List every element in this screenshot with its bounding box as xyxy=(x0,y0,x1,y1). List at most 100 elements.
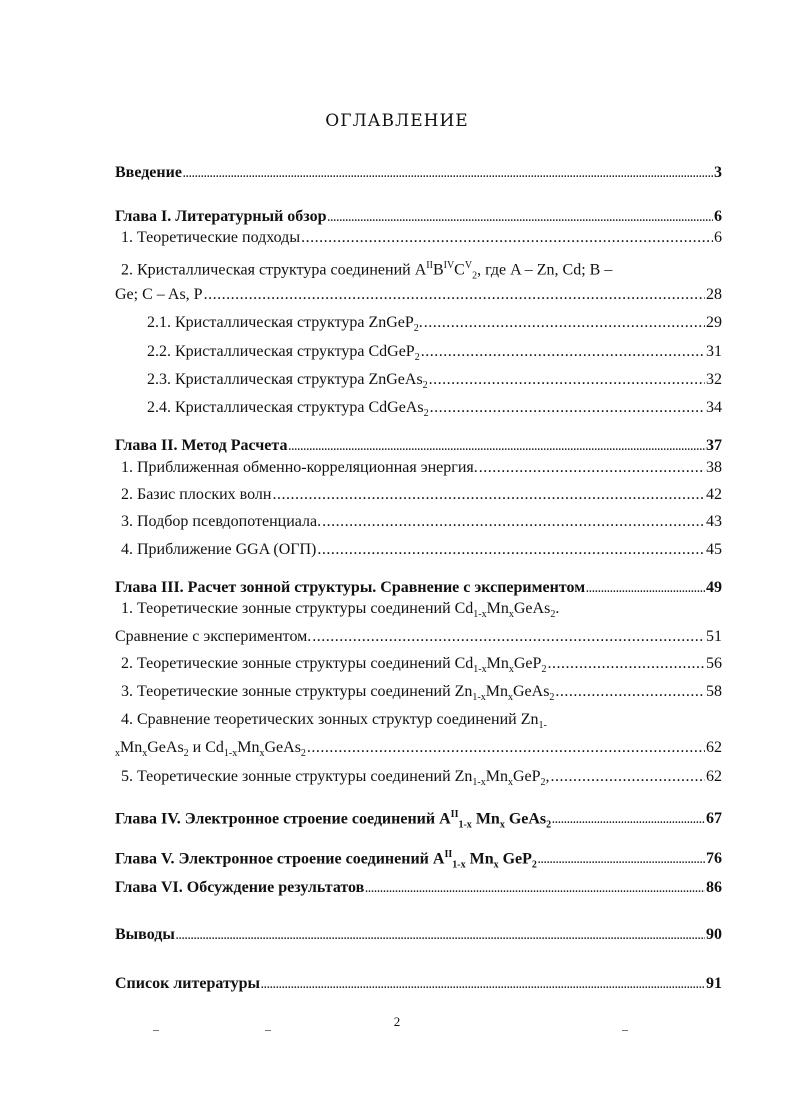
toc-entry[interactable]: 3. Теоретические зонные структуры соедин… xyxy=(121,682,722,708)
text-segment: 2. Кристаллическая структура соединений … xyxy=(121,261,427,279)
dot-leader xyxy=(312,627,705,647)
dot-leader xyxy=(307,738,705,758)
toc-entry[interactable]: 4. Сравнение теоретических зонных структ… xyxy=(121,710,722,736)
text-segment: GeAs xyxy=(264,739,301,756)
text-segment: GeAs xyxy=(504,810,547,828)
text-segment: Mn xyxy=(237,739,260,756)
toc-entry[interactable]: Выводы 90 xyxy=(115,925,722,947)
dot-leader xyxy=(430,398,705,418)
toc-entry-title: Глава VI. Обсуждение результатов xyxy=(115,878,364,898)
toc-entry[interactable]: Глава VI. Обсуждение результатов 86 xyxy=(115,878,722,900)
toc-entry[interactable]: 3. Подбор псевдопотенциала. 43 xyxy=(121,512,722,532)
text-segment: 1-x xyxy=(472,692,486,704)
text-segment: Mn xyxy=(485,768,508,785)
text-segment: x xyxy=(499,819,505,831)
toc-entry[interactable]: 1. Теоретические подходы 6 xyxy=(121,228,722,248)
dot-leader xyxy=(272,485,705,505)
toc-entry-title: 1. Теоретические подходы xyxy=(121,228,300,248)
toc-entry-title: Глава IV. Электронное строение соединени… xyxy=(115,805,551,836)
toc-entry[interactable]: Сравнение с экспериментом. 51 xyxy=(115,627,722,647)
text-segment: 1-x xyxy=(223,748,238,760)
toc-entry[interactable]: 2.4. Кристаллическая структура CdGeAs2 3… xyxy=(147,398,722,424)
text-segment: 2. Базис плоских волн xyxy=(121,486,272,503)
dot-leader xyxy=(429,370,705,390)
toc-page-number: 86 xyxy=(706,879,722,896)
text-segment: 2 xyxy=(183,748,189,760)
toc-entry[interactable]: Ge; C – As, P 28 xyxy=(115,285,722,305)
toc-page-number: 51 xyxy=(706,628,722,645)
toc-entry[interactable]: 5. Теоретические зонные структуры соедин… xyxy=(121,767,722,793)
text-segment: x xyxy=(508,609,514,621)
page-number: 2 xyxy=(393,1014,401,1029)
toc-entry[interactable]: Глава III. Расчет зонной структуры. Срав… xyxy=(115,578,722,600)
dot-leader xyxy=(365,878,705,900)
text-segment: x xyxy=(507,777,513,789)
dot-leader xyxy=(288,436,705,458)
toc-entry[interactable]: Введение 3 xyxy=(115,163,722,185)
text-segment: GeAs xyxy=(147,739,184,756)
toc-entry[interactable]: 2.3. Кристаллическая структура ZnGeAs2 32 xyxy=(147,370,722,396)
text-segment: Mn xyxy=(486,655,509,672)
text-segment: x xyxy=(115,748,120,760)
dot-leader xyxy=(547,654,705,674)
toc-page-number: 31 xyxy=(706,343,722,360)
toc-page-number: 6 xyxy=(714,229,722,246)
toc-entry-title: Глава I. Литературный обзор xyxy=(115,207,327,227)
toc-entry[interactable]: Глава IV. Электронное строение соединени… xyxy=(115,805,722,836)
toc-entry[interactable]: xMnxGeAs2 и Cd1-xMnxGeAs2 62 xyxy=(115,738,722,764)
text-segment: IV xyxy=(443,260,455,271)
text-segment: 1-x xyxy=(472,777,486,789)
text-segment: Mn xyxy=(465,850,494,868)
toc-entry[interactable]: 2.1. Кристаллическая структура ZnGeP2. 29 xyxy=(147,313,722,339)
toc-page-number: 56 xyxy=(706,655,722,672)
toc-entry[interactable]: 2. Базис плоских волн 42 xyxy=(121,485,722,505)
toc-page-number: 37 xyxy=(706,437,722,454)
toc-entry-title: 4. Сравнение теоретических зонных структ… xyxy=(121,710,547,736)
text-segment: 2 xyxy=(300,748,306,760)
toc-entry-title: 2. Теоретические зонные структуры соедин… xyxy=(121,654,546,680)
text-segment: 2 xyxy=(531,859,537,871)
text-segment: 4. Приближение GGA (ОГП) xyxy=(121,541,317,558)
dot-leader xyxy=(317,540,705,560)
toc-entry-title: Список литературы xyxy=(115,974,260,994)
toc-page-number: 91 xyxy=(706,975,722,992)
toc-entry-title: 2.2. Кристаллическая структура CdGeP2 xyxy=(147,342,420,368)
toc-entry[interactable]: Глава I. Литературный обзор 6 xyxy=(115,207,722,229)
text-segment: 2 xyxy=(423,408,429,420)
toc-page-number: 62 xyxy=(706,739,722,756)
text-segment: Глава III. Расчет зонной структуры. Срав… xyxy=(115,579,586,596)
dot-leader xyxy=(183,163,713,185)
text-segment: 1- xyxy=(538,720,547,732)
text-segment: x xyxy=(507,692,513,704)
text-segment: V xyxy=(464,260,473,271)
text-segment: GeP xyxy=(513,655,542,672)
dot-leader xyxy=(322,512,705,532)
text-segment: Mn xyxy=(120,739,143,756)
toc-entry-title: 2.4. Кристаллическая структура CdGeAs2 xyxy=(147,398,429,424)
scan-mark xyxy=(153,1030,159,1031)
toc-entry[interactable]: 4. Приближение GGA (ОГП) 45 xyxy=(121,540,722,560)
toc-entry[interactable]: Список литературы 91 xyxy=(115,974,722,996)
toc-page-number: 42 xyxy=(706,486,722,503)
toc-entry-title: Ge; C – As, P xyxy=(115,285,203,305)
toc-page-number: 38 xyxy=(706,459,722,476)
text-segment: 2 xyxy=(541,664,547,676)
toc-entry[interactable]: 2.2. Кристаллическая структура CdGeP2 31 xyxy=(147,342,722,368)
dot-leader xyxy=(204,285,705,305)
text-segment: 2 xyxy=(472,270,478,282)
toc-entry[interactable]: 1. Приближенная обменно-корреляционная э… xyxy=(121,458,722,478)
toc-entry[interactable]: 2. Теоретические зонные структуры соедин… xyxy=(121,654,722,680)
toc-entry-title: Глава II. Метод Расчета xyxy=(115,436,287,456)
text-segment: 2. Теоретические зонные структуры соедин… xyxy=(121,655,474,672)
toc-entry[interactable]: Глава V. Электронное строение соединений… xyxy=(115,845,722,876)
toc-entry[interactable]: 1. Теоретические зонные структуры соедин… xyxy=(121,599,722,625)
text-segment: 2 xyxy=(546,819,552,831)
text-segment: Глава IV. Электронное строение соединени… xyxy=(115,810,451,828)
toc-page-number: 62 xyxy=(706,768,722,785)
toc-entry-title: Глава III. Расчет зонной структуры. Срав… xyxy=(115,578,585,598)
toc-entry[interactable]: 2. Кристаллическая структура соединений … xyxy=(121,256,722,287)
text-segment: Глава V. Электронное строение соединений… xyxy=(115,850,445,868)
text-segment: B xyxy=(432,261,444,279)
toc-page-number: 58 xyxy=(706,683,722,700)
toc-entry[interactable]: Глава II. Метод Расчета 37 xyxy=(115,436,722,458)
